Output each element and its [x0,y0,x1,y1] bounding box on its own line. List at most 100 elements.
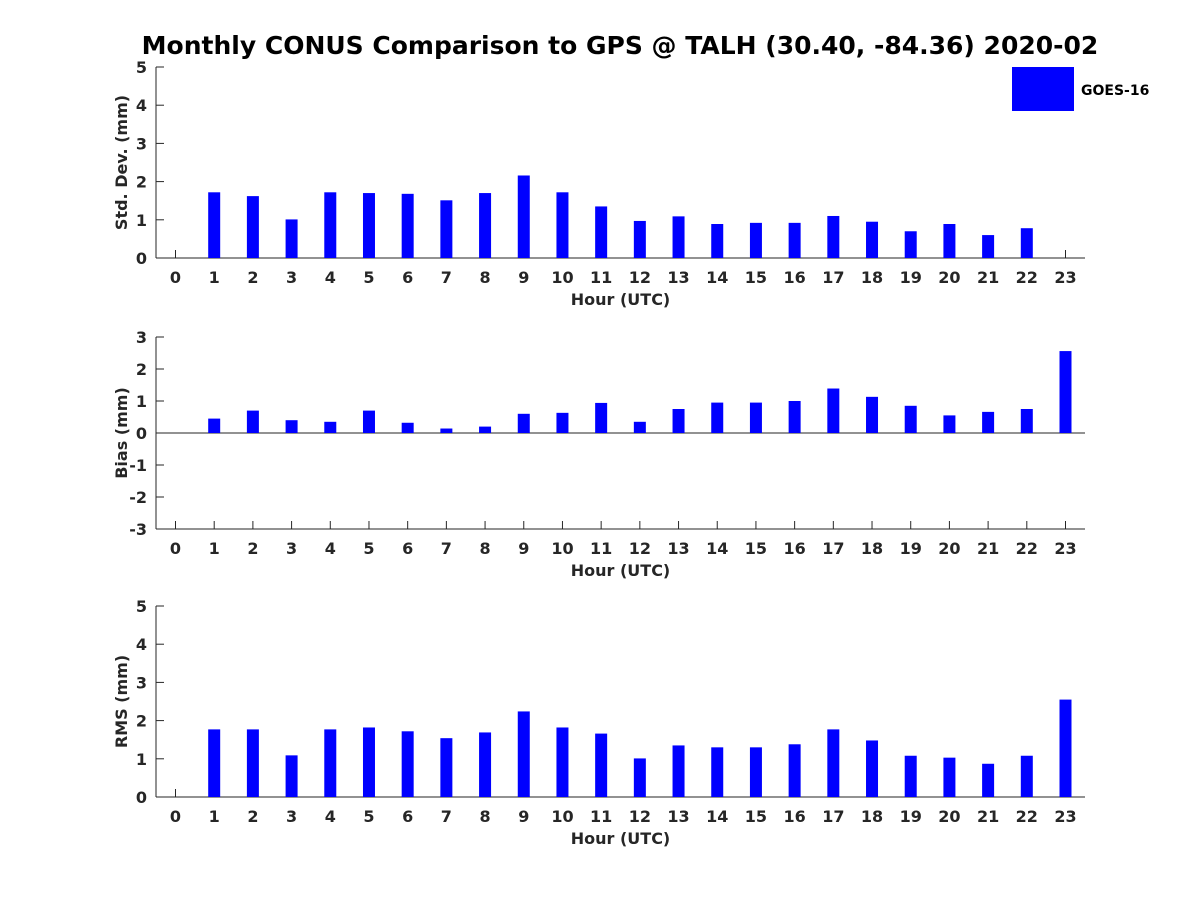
bar-hour-9 [517,175,530,258]
y-tick-label: 2 [136,712,147,731]
bar-hour-23 [1059,351,1072,433]
x-tick-label: 20 [938,268,960,287]
bar-hour-17 [827,729,840,797]
x-tick-label: 3 [286,539,297,558]
bar-hour-15 [749,402,762,433]
bar-hour-5 [362,727,375,797]
x-tick-label: 7 [441,807,452,826]
legend-swatch [1012,67,1074,111]
x-tick-label: 13 [667,807,689,826]
x-tick-label: 10 [551,539,573,558]
bar-hour-12 [633,421,646,433]
y-tick-label: -2 [129,488,147,507]
y-tick-label: 3 [136,328,147,347]
x-tick-label: 12 [629,807,651,826]
y-tick-label: -3 [129,520,147,539]
x-tick-label: 17 [822,539,844,558]
legend-label: GOES-16 [1081,83,1149,99]
x-tick-label: 5 [363,539,374,558]
y-tick-label: 2 [136,173,147,192]
bar-hour-1 [208,729,221,797]
x-tick-label: 17 [822,268,844,287]
x-tick-label: 12 [629,268,651,287]
bar-hour-12 [633,758,646,797]
bar-hour-3 [285,755,298,797]
x-tick-label: 16 [783,268,805,287]
bar-hour-19 [904,755,917,797]
bar-hour-21 [982,763,995,797]
x-tick-label: 10 [551,268,573,287]
x-tick-label: 20 [938,539,960,558]
bar-hour-6 [401,193,414,258]
x-tick-label: 6 [402,268,413,287]
y-tick-label: 0 [136,424,147,443]
x-tick-label: 9 [518,268,529,287]
x-tick-label: 4 [325,539,336,558]
y-tick-label: 1 [136,392,147,411]
y-axis-label: Std. Dev. (mm) [112,95,131,230]
bar-hour-20 [943,224,956,258]
x-tick-label: 16 [783,539,805,558]
x-tick-label: 0 [170,807,181,826]
y-tick-label: 3 [136,673,147,692]
x-tick-label: 2 [247,539,258,558]
bar-hour-10 [556,412,569,433]
bar-hour-20 [943,757,956,797]
x-tick-label: 6 [402,807,413,826]
bar-hour-19 [904,405,917,433]
bar-hour-11 [595,402,608,433]
x-tick-label: 0 [170,539,181,558]
x-tick-label: 14 [706,268,728,287]
x-tick-label: 18 [861,539,883,558]
bar-hour-23 [1059,699,1072,797]
bar-hour-8 [479,193,492,258]
legend: GOES-16 [1012,67,1149,111]
x-tick-label: 15 [745,807,767,826]
bar-hour-7 [440,738,453,797]
bar-hour-14 [711,402,724,433]
x-tick-label: 8 [479,539,490,558]
bar-hour-8 [479,732,492,797]
bar-hour-22 [1020,755,1033,797]
x-axis-label: Hour (UTC) [571,290,671,309]
y-tick-label: 1 [136,211,147,230]
x-tick-label: 3 [286,807,297,826]
x-tick-label: 13 [667,539,689,558]
bar-hour-2 [246,196,259,258]
bar-hour-16 [788,744,801,797]
x-tick-label: 4 [325,268,336,287]
x-tick-label: 5 [363,807,374,826]
bar-hour-4 [324,421,337,433]
bar-hour-12 [633,220,646,258]
bar-hour-21 [982,411,995,433]
bar-hour-22 [1020,409,1033,433]
x-tick-label: 8 [479,268,490,287]
bar-hour-13 [672,216,685,258]
bar-hour-17 [827,215,840,258]
y-tick-label: 4 [136,96,147,115]
chart-title: Monthly CONUS Comparison to GPS @ TALH (… [142,31,1099,60]
x-tick-label: 12 [629,539,651,558]
x-tick-label: 23 [1054,268,1076,287]
bar-hour-1 [208,192,221,258]
y-tick-label: 0 [136,249,147,268]
bar-hour-6 [401,422,414,433]
x-tick-label: 11 [590,807,612,826]
bar-hour-22 [1020,228,1033,258]
x-tick-label: 14 [706,807,728,826]
x-tick-label: 18 [861,807,883,826]
x-tick-label: 7 [441,268,452,287]
x-tick-label: 20 [938,807,960,826]
x-tick-label: 9 [518,807,529,826]
y-tick-label: 1 [136,750,147,769]
x-tick-label: 10 [551,807,573,826]
bar-hour-5 [362,193,375,258]
bar-hour-1 [208,418,221,433]
x-tick-label: 1 [209,539,220,558]
bar-hour-14 [711,224,724,258]
bar-hour-5 [362,410,375,433]
bar-hour-10 [556,192,569,258]
bar-hour-11 [595,733,608,797]
y-tick-label: 3 [136,134,147,153]
